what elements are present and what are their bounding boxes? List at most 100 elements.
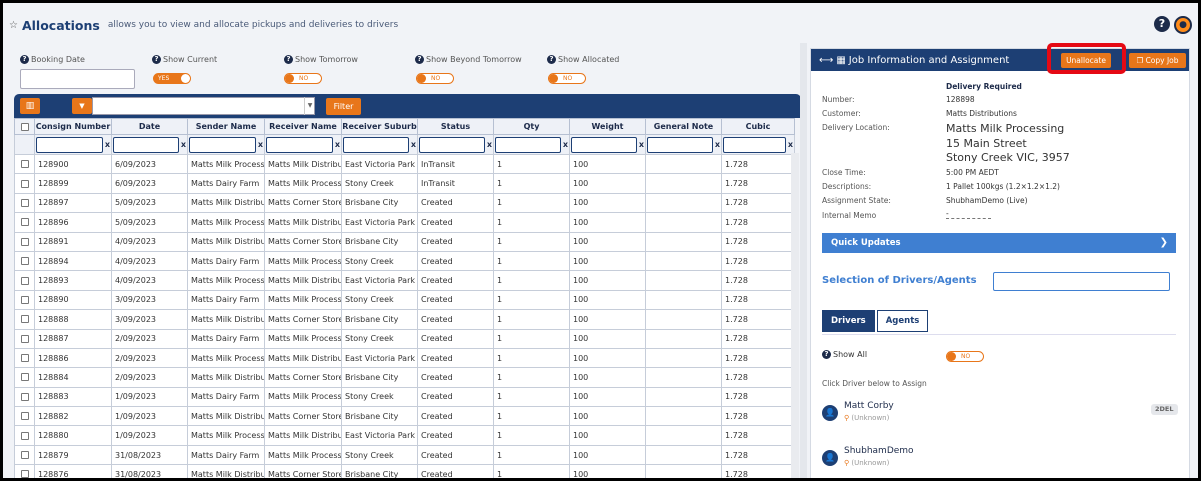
- clear-filter-icon[interactable]: x: [787, 140, 793, 149]
- unallocate-button[interactable]: Unallocate: [1061, 53, 1111, 68]
- col-receiver-name[interactable]: Receiver Name: [264, 118, 342, 135]
- location-pin-icon[interactable]: ●: [1174, 16, 1192, 34]
- table-row[interactable]: 128896 5/09/2023 Matts Milk Process Matts M…: [14, 212, 795, 233]
- col-consign-number[interactable]: Consign Number: [34, 118, 112, 135]
- driver-search-input[interactable]: [993, 272, 1170, 291]
- table-row[interactable]: 128893 4/09/2023 Matts Milk Process Matts M…: [14, 270, 795, 291]
- clear-filter-icon[interactable]: x: [180, 140, 186, 149]
- show-allocated-toggle[interactable]: NO: [548, 73, 586, 84]
- table-row[interactable]: 128891 4/09/2023 Matts Milk Distribu Matts …: [14, 231, 795, 252]
- column-filter-input[interactable]: [36, 136, 103, 153]
- show-beyond-toggle[interactable]: NO: [416, 73, 454, 84]
- columns-icon[interactable]: ▥: [20, 98, 40, 114]
- table-cell: Brisbane City: [341, 309, 418, 330]
- col-general-note[interactable]: General Note: [645, 118, 722, 135]
- copy-job-button[interactable]: ❐ Copy Job: [1129, 53, 1186, 68]
- driver-item[interactable]: 👤 Matt Corby ⚲ (Unknown): [822, 401, 894, 422]
- table-row[interactable]: 128884 2/09/2023 Matts Milk Distribu Matts …: [14, 367, 795, 388]
- show-all-toggle[interactable]: NO: [946, 351, 984, 362]
- table-row[interactable]: 128897 5/09/2023 Matts Milk Distribu Matts …: [14, 192, 795, 214]
- expand-arrows-icon[interactable]: ⟷: [819, 54, 834, 66]
- row-checkbox[interactable]: [20, 160, 29, 169]
- row-checkbox[interactable]: [20, 373, 29, 382]
- column-filter-cell: x: [34, 134, 112, 155]
- row-checkbox[interactable]: [20, 315, 29, 324]
- show-current-toggle[interactable]: YES: [153, 73, 191, 84]
- clear-filter-icon[interactable]: x: [638, 140, 644, 149]
- clear-filter-icon[interactable]: x: [486, 140, 492, 149]
- tab-drivers[interactable]: Drivers: [822, 310, 875, 332]
- column-filter-input[interactable]: [113, 136, 179, 153]
- row-checkbox[interactable]: [20, 431, 29, 440]
- clear-filter-icon[interactable]: x: [257, 140, 263, 149]
- column-filter-input[interactable]: [571, 136, 637, 153]
- row-checkbox[interactable]: [20, 334, 29, 343]
- row-checkbox[interactable]: [20, 179, 29, 188]
- clear-filter-icon[interactable]: x: [562, 140, 568, 149]
- table-row[interactable]: 128890 3/09/2023 Matts Dairy Farm Matts Mil…: [14, 289, 795, 311]
- star-icon[interactable]: ☆: [9, 19, 18, 31]
- show-tomorrow-toggle[interactable]: NO: [284, 73, 322, 84]
- row-checkbox[interactable]: [20, 354, 29, 363]
- tab-agents[interactable]: Agents: [876, 310, 929, 332]
- row-checkbox[interactable]: [20, 276, 29, 285]
- row-checkbox[interactable]: [20, 451, 29, 460]
- column-filter-input[interactable]: [343, 136, 409, 153]
- col-qty[interactable]: Qty: [493, 118, 570, 135]
- row-checkbox[interactable]: [20, 218, 29, 227]
- row-checkbox-cell: [14, 250, 35, 272]
- col-receiver-suburb[interactable]: Receiver Suburb: [341, 118, 418, 135]
- checkbox[interactable]: [20, 122, 29, 131]
- driver-item[interactable]: 👤 ShubhamDemo ⚲ (Unknown): [822, 446, 914, 467]
- col-status[interactable]: Status: [417, 118, 494, 135]
- table-row[interactable]: 128883 1/09/2023 Matts Dairy Farm Matts Mil…: [14, 386, 795, 408]
- table-row[interactable]: 128887 2/09/2023 Matts Dairy Farm Matts Mil…: [14, 328, 795, 349]
- col-sender-name[interactable]: Sender Name: [187, 118, 265, 135]
- clear-filter-icon[interactable]: x: [104, 140, 110, 149]
- row-checkbox[interactable]: [20, 295, 29, 304]
- table-scrollbar[interactable]: [791, 153, 799, 478]
- clear-filter-icon[interactable]: x: [714, 140, 720, 149]
- table-row[interactable]: 128886 2/09/2023 Matts Milk Process Matts M…: [14, 347, 795, 369]
- table-row[interactable]: 128879 31/08/2023 Matts Dairy Farm Matts Mi…: [14, 444, 795, 466]
- row-checkbox[interactable]: [20, 237, 29, 246]
- table-cell: 1.728: [721, 153, 795, 175]
- table-row[interactable]: 128876 31/08/2023 Matts Milk Distribu Matts…: [14, 464, 795, 478]
- row-checkbox[interactable]: [20, 470, 29, 478]
- quick-updates-bar[interactable]: Quick Updates ❯: [822, 233, 1176, 253]
- col-date[interactable]: Date: [111, 118, 188, 135]
- table-cell: [645, 444, 722, 466]
- col-cubic[interactable]: Cubic: [721, 118, 795, 135]
- column-filter-input[interactable]: [647, 136, 713, 153]
- table-row[interactable]: 128899 6/09/2023 Matts Dairy Farm Matts Mil…: [14, 173, 795, 194]
- show-beyond-filter-label: ? Show Beyond Tomorrow: [415, 55, 522, 64]
- clear-filter-icon[interactable]: x: [410, 140, 416, 149]
- column-filter-input[interactable]: [189, 136, 256, 153]
- booking-date-input[interactable]: [20, 69, 135, 89]
- column-filter: x: [343, 136, 416, 153]
- column-filter-input[interactable]: [495, 136, 561, 153]
- table-row[interactable]: 128880 1/09/2023 Matts Milk Process Matts M…: [14, 425, 795, 446]
- chevron-down-icon[interactable]: ▼: [72, 98, 92, 114]
- panel-scrollbar[interactable]: [800, 43, 807, 478]
- column-filter-input[interactable]: [723, 136, 786, 153]
- row-checkbox[interactable]: [20, 412, 29, 421]
- internal-memo-value[interactable]: -: [946, 209, 991, 219]
- column-filter-input[interactable]: [419, 136, 485, 153]
- search-input[interactable]: [92, 97, 315, 115]
- chevron-down-icon[interactable]: ▼: [304, 97, 315, 115]
- clear-filter-icon[interactable]: x: [334, 140, 340, 149]
- row-checkbox[interactable]: [20, 198, 29, 207]
- row-checkbox[interactable]: [20, 392, 29, 401]
- table-row[interactable]: 128882 1/09/2023 Matts Milk Distribu Matts …: [14, 406, 795, 427]
- select-all-checkbox[interactable]: [14, 118, 35, 135]
- row-checkbox[interactable]: [20, 257, 29, 266]
- table-row[interactable]: 128900 6/09/2023 Matts Milk Process Matts M…: [14, 153, 795, 175]
- filter-button[interactable]: Filter: [326, 98, 361, 115]
- col-weight[interactable]: Weight: [569, 118, 646, 135]
- help-icon[interactable]: ?: [1154, 16, 1170, 32]
- table-cell: Matts Milk Process: [187, 212, 265, 233]
- table-row[interactable]: 128888 3/09/2023 Matts Milk Distribu Matts …: [14, 309, 795, 330]
- table-row[interactable]: 128894 4/09/2023 Matts Dairy Farm Matts Mil…: [14, 250, 795, 272]
- column-filter-input[interactable]: [266, 136, 333, 153]
